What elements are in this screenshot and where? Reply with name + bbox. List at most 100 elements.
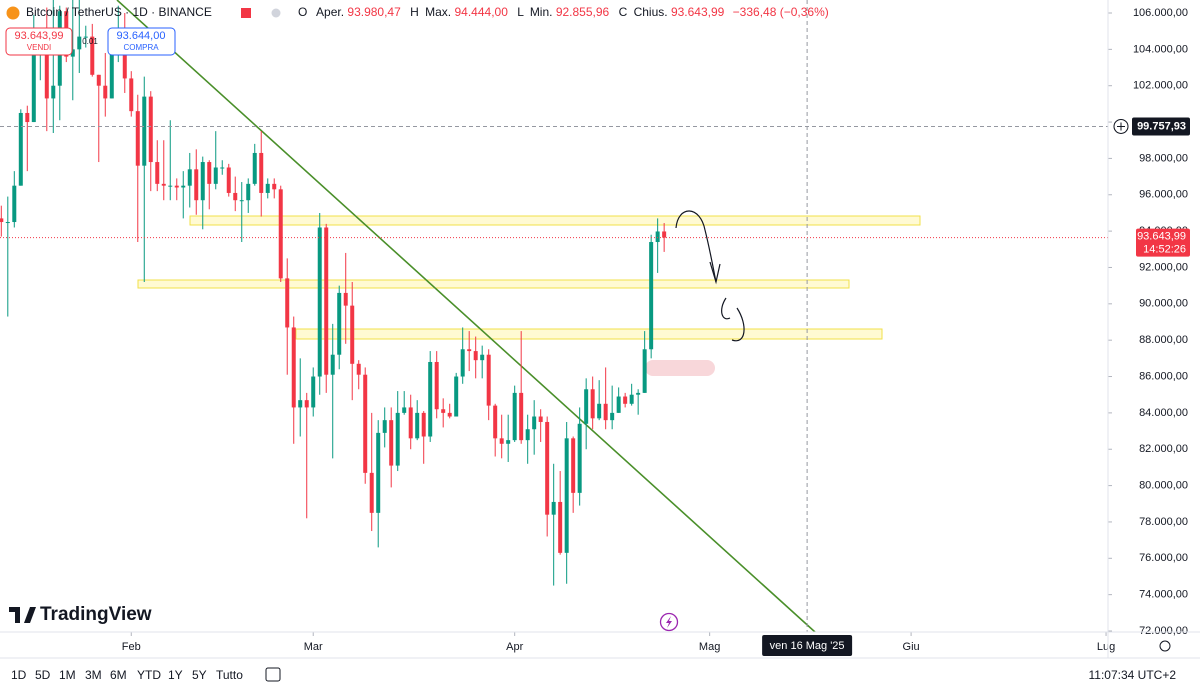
candle-body bbox=[298, 400, 303, 408]
candle-body bbox=[265, 183, 270, 193]
quantity[interactable]: 0.01 bbox=[82, 37, 98, 46]
candle-body bbox=[467, 349, 472, 352]
legend-change: −336,48 (−0,36%) bbox=[733, 5, 829, 19]
range-button[interactable]: YTD bbox=[137, 668, 161, 682]
buy-label[interactable]: COMPRA bbox=[123, 43, 159, 52]
candle-body bbox=[584, 389, 589, 424]
candle-body bbox=[603, 403, 608, 421]
add-alert-plus bbox=[1117, 122, 1125, 131]
candle-body bbox=[525, 429, 530, 441]
hand-arrow bbox=[721, 297, 731, 320]
logo-text: TradingView bbox=[40, 604, 152, 625]
y-tick-label: 74.000,00 bbox=[1139, 589, 1188, 601]
candle-body bbox=[129, 78, 134, 112]
range-button[interactable]: 3M bbox=[85, 668, 102, 682]
last-price-label: 93.643,99 bbox=[1137, 230, 1186, 242]
x-tick-label: Mar bbox=[304, 641, 323, 653]
candle-body bbox=[168, 185, 173, 187]
toolbar: 1D 5D 1M 3M 6M YTD 1Y 5Y Tutto bbox=[11, 668, 243, 682]
candle-body bbox=[44, 40, 49, 99]
candle-body bbox=[538, 416, 543, 422]
candle-body bbox=[519, 392, 524, 441]
legend-letter: C bbox=[619, 5, 628, 19]
candle-body bbox=[12, 185, 17, 223]
buy-price[interactable]: 93.644,00 bbox=[117, 30, 166, 42]
candle-body bbox=[200, 162, 205, 201]
candle-body bbox=[194, 169, 199, 201]
candle-body bbox=[317, 227, 322, 377]
candle-body bbox=[291, 327, 296, 408]
candle-body bbox=[415, 412, 420, 439]
range-button[interactable]: 1M bbox=[59, 668, 76, 682]
candle-body bbox=[70, 49, 75, 57]
zone bbox=[137, 279, 850, 289]
range-button[interactable]: Tutto bbox=[216, 668, 243, 682]
candle-body bbox=[18, 112, 23, 186]
candle-body bbox=[441, 409, 446, 413]
candle-body bbox=[187, 169, 192, 186]
candle-body bbox=[551, 501, 556, 515]
candle-body bbox=[564, 438, 569, 553]
x-tick-label: Lug bbox=[1097, 641, 1115, 653]
y-tick-label: 88.000,00 bbox=[1139, 334, 1188, 346]
coin-icon bbox=[6, 6, 20, 20]
last-price-box bbox=[1136, 228, 1190, 257]
candle-body bbox=[636, 392, 641, 395]
candle-body bbox=[103, 85, 108, 99]
y-tick-label: 92.000,00 bbox=[1139, 261, 1188, 273]
x-tick-label: Apr bbox=[506, 641, 523, 653]
legend-name: Aper. bbox=[316, 5, 344, 19]
drawings bbox=[116, 0, 921, 632]
ohlc-legend: O Aper. 93.980,47 H Max. 94.444,00 L Min… bbox=[298, 5, 829, 19]
status-dot bbox=[271, 8, 281, 18]
candle-body bbox=[486, 354, 491, 406]
y-tick-label: 72.000,00 bbox=[1139, 625, 1188, 637]
candle-body bbox=[109, 54, 114, 99]
candle-body bbox=[337, 292, 342, 355]
legend-value: 94.444,00 bbox=[455, 5, 509, 19]
candle-body bbox=[233, 192, 238, 201]
candle-body bbox=[454, 376, 459, 417]
hand-arrow bbox=[709, 261, 721, 285]
candle-body bbox=[428, 361, 433, 437]
candle-body bbox=[402, 407, 407, 413]
range-button[interactable]: 1D bbox=[11, 668, 27, 682]
sell-price[interactable]: 93.643,99 bbox=[15, 30, 64, 42]
settings-icon[interactable] bbox=[1159, 640, 1171, 652]
symbol-title: Bitcoin / TetherUS · 1D · BINANCE bbox=[26, 5, 212, 19]
candle-body bbox=[616, 396, 621, 413]
clock[interactable]: 11:07:34 UTC+2 bbox=[1089, 668, 1177, 682]
range-button[interactable]: 5Y bbox=[192, 668, 207, 682]
candle-body bbox=[499, 438, 504, 444]
range-button[interactable]: 1Y bbox=[168, 668, 183, 682]
x-tick-label: Feb bbox=[122, 641, 141, 653]
candle-body bbox=[590, 389, 595, 419]
candle-body bbox=[148, 96, 153, 163]
range-button[interactable]: 6M bbox=[110, 668, 127, 682]
candle-body bbox=[155, 162, 160, 184]
candle-body bbox=[506, 440, 511, 444]
range-button[interactable]: 5D bbox=[35, 668, 51, 682]
marked-price-label: 99.757,93 bbox=[1137, 120, 1186, 132]
zone bbox=[295, 328, 883, 340]
legend-value: 92.855,96 bbox=[556, 5, 610, 19]
candle-body bbox=[272, 183, 277, 190]
y-tick-label: 102.000,00 bbox=[1133, 80, 1188, 92]
y-tick-label: 98.000,00 bbox=[1139, 152, 1188, 164]
candle-body bbox=[51, 85, 56, 99]
x-tick-label: Mag bbox=[699, 641, 720, 653]
buy-box[interactable] bbox=[107, 27, 176, 56]
sell-box[interactable] bbox=[5, 27, 73, 56]
candle-body bbox=[220, 167, 225, 169]
candle-body bbox=[571, 438, 576, 493]
buy-button[interactable]: 93.644,00 COMPRA bbox=[107, 27, 176, 56]
sell-label[interactable]: VENDI bbox=[27, 43, 51, 52]
zone bbox=[645, 360, 715, 376]
sell-button[interactable]: 93.643,99 VENDI bbox=[5, 27, 73, 56]
legend-letter: H bbox=[410, 5, 419, 19]
candle-body bbox=[142, 96, 147, 166]
candle-body bbox=[174, 185, 179, 188]
calendar-icon[interactable] bbox=[265, 667, 281, 682]
